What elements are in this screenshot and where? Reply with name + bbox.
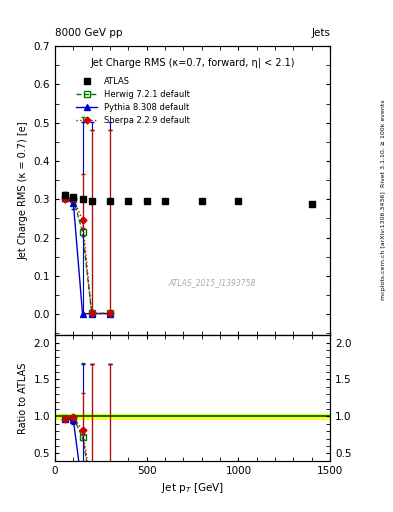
X-axis label: Jet p$_{T}$ [GeV]: Jet p$_{T}$ [GeV] — [161, 481, 224, 495]
Legend: ATLAS, Herwig 7.2.1 default, Pythia 8.308 default, Sherpa 2.2.9 default: ATLAS, Herwig 7.2.1 default, Pythia 8.30… — [73, 73, 193, 129]
Y-axis label: Ratio to ATLAS: Ratio to ATLAS — [18, 362, 28, 434]
Text: mcplots.cern.ch [arXiv:1306.3436]: mcplots.cern.ch [arXiv:1306.3436] — [381, 191, 386, 300]
Text: 8000 GeV pp: 8000 GeV pp — [55, 28, 123, 38]
Text: Rivet 3.1.10, ≥ 100k events: Rivet 3.1.10, ≥ 100k events — [381, 99, 386, 187]
Text: Jets: Jets — [311, 28, 330, 38]
Text: Jet Charge RMS (κ=0.7, forward, η| < 2.1): Jet Charge RMS (κ=0.7, forward, η| < 2.1… — [90, 58, 295, 68]
Text: ATLAS_2015_I1393758: ATLAS_2015_I1393758 — [168, 279, 255, 288]
Y-axis label: Jet Charge RMS (κ = 0.7) [e]: Jet Charge RMS (κ = 0.7) [e] — [18, 121, 28, 260]
